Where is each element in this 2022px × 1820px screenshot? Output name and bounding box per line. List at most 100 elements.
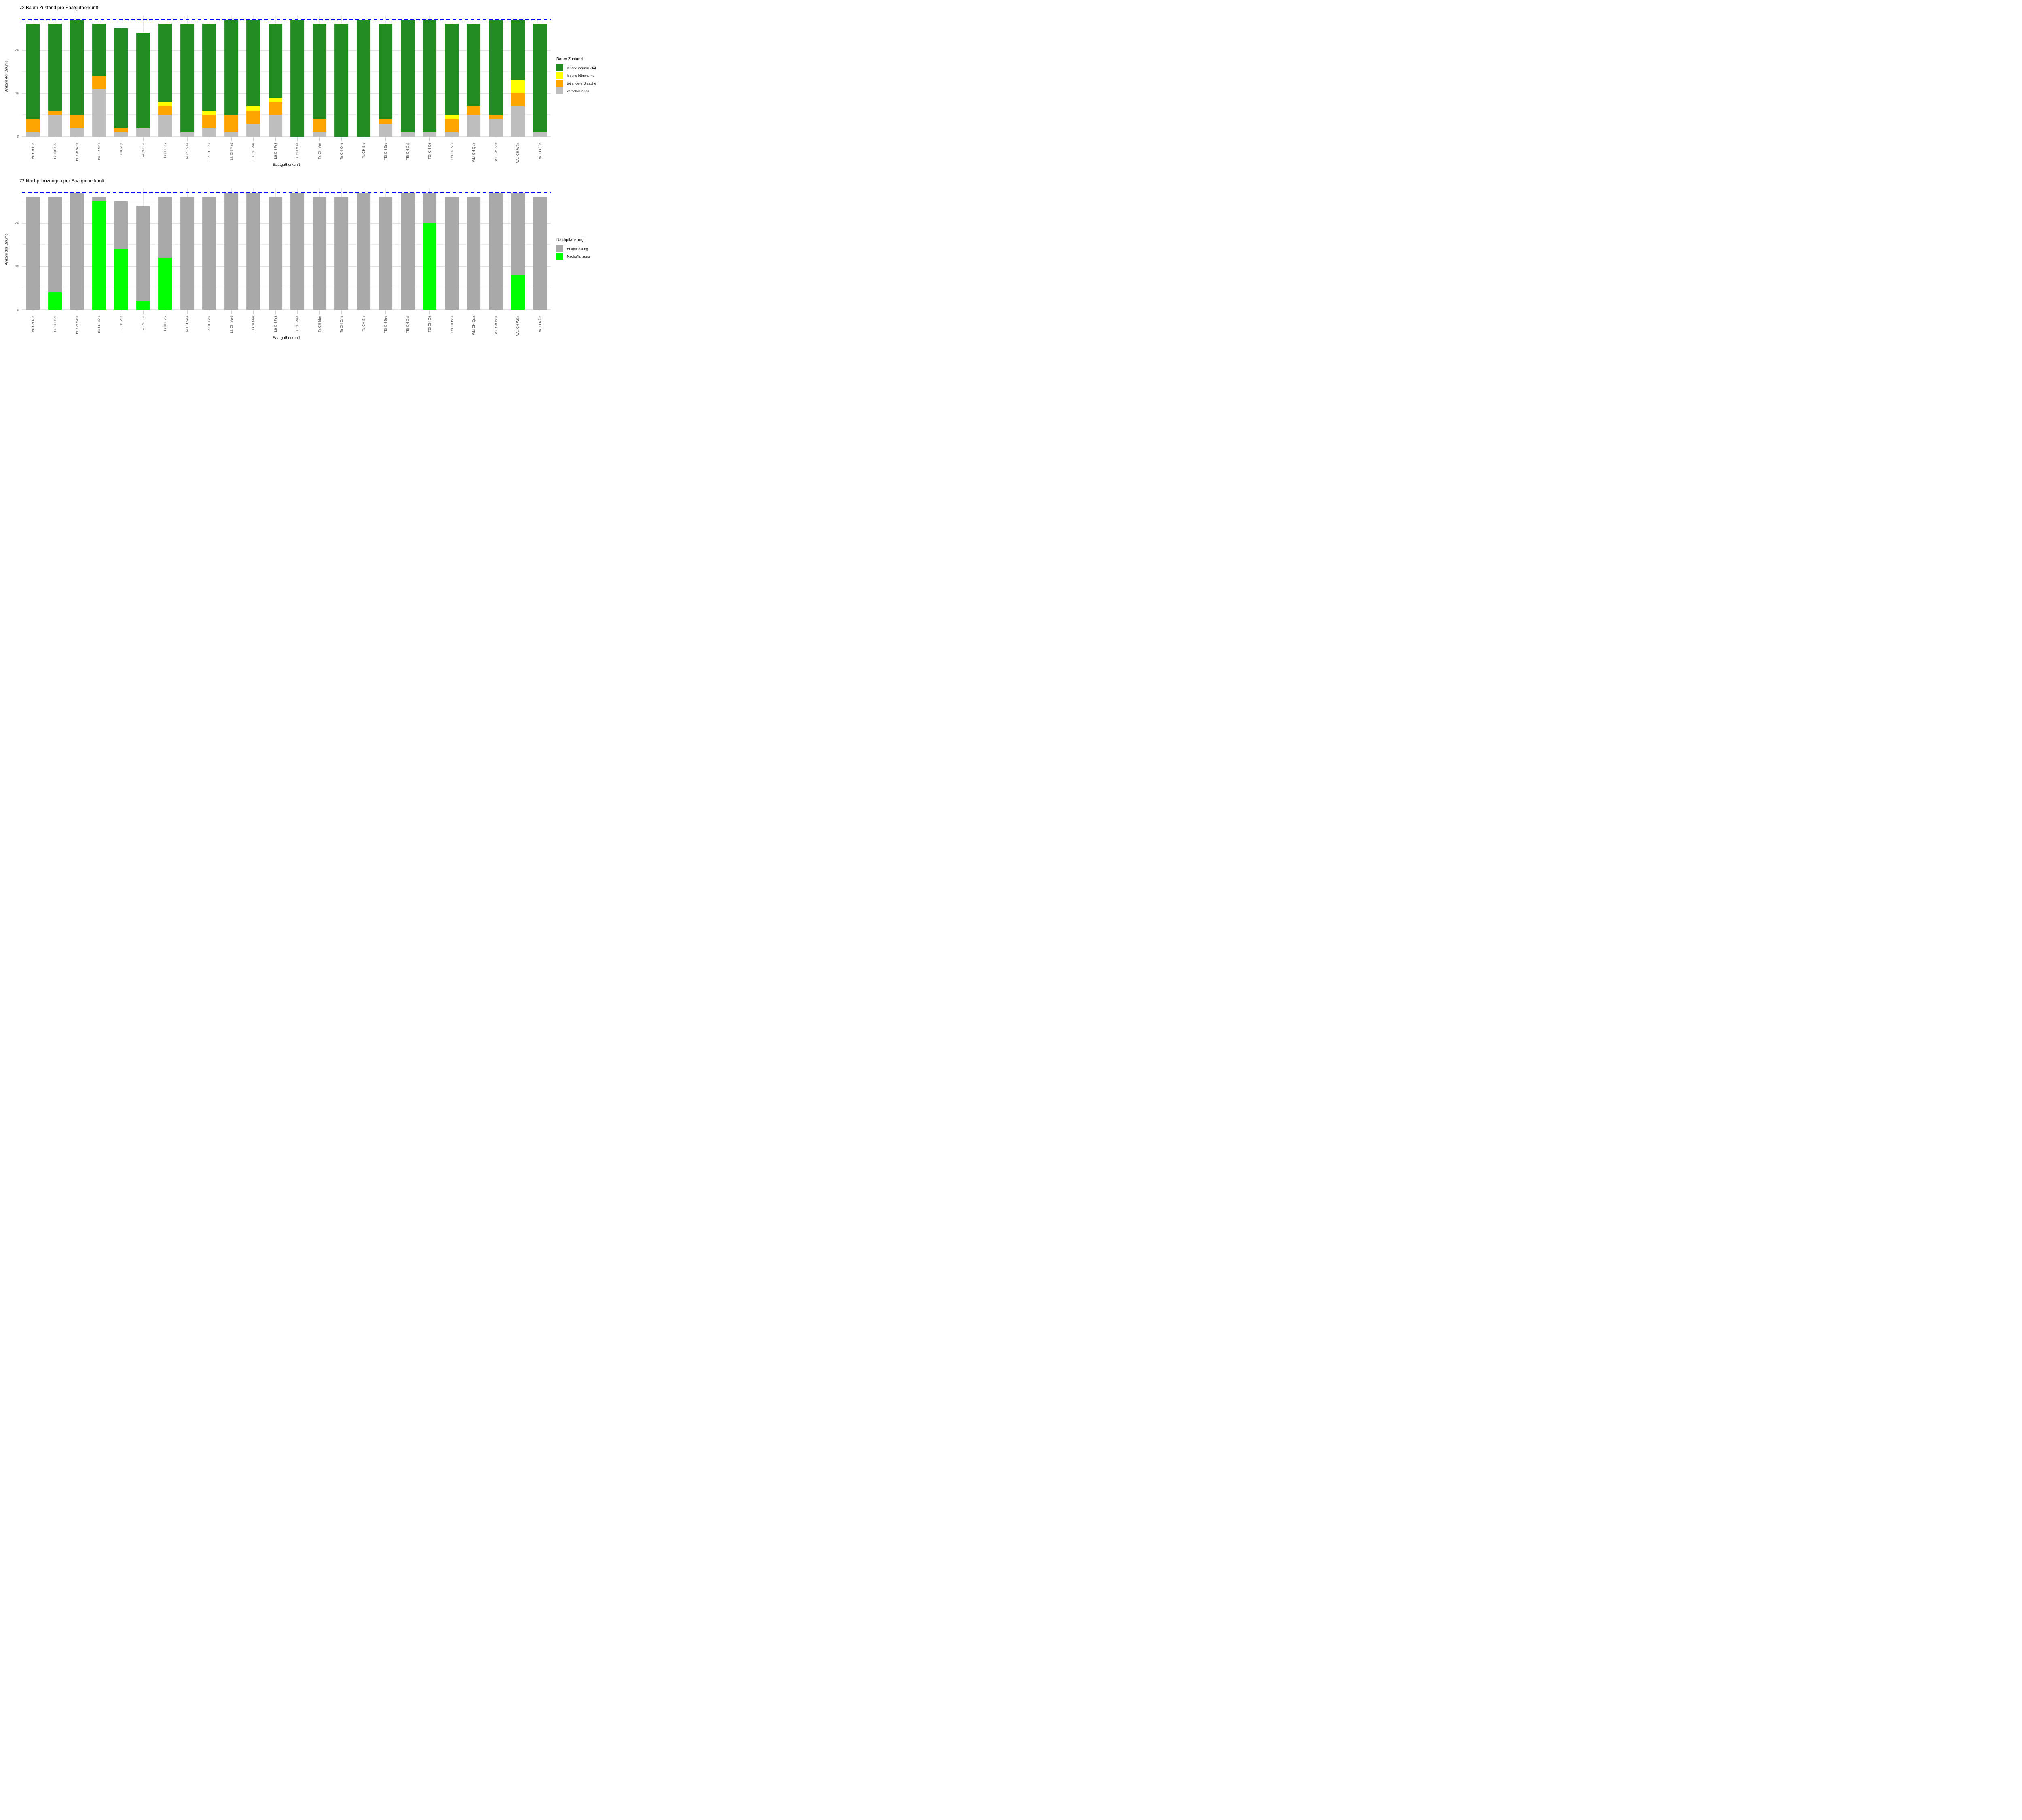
bar-segment — [114, 249, 128, 310]
legend-item: lebend kümmernd — [556, 72, 604, 79]
bar-segment — [379, 197, 393, 310]
bar — [533, 197, 547, 310]
x-tick-label: Bu CH Sai — [53, 143, 57, 159]
bar-segment — [114, 132, 128, 137]
x-tick-mark — [143, 137, 144, 141]
reference-line — [22, 19, 551, 21]
bar-segment — [202, 128, 216, 137]
x-tick-label: WLi CH Sch — [493, 316, 498, 335]
bar-segment — [467, 197, 481, 310]
bar — [246, 193, 260, 310]
bar — [312, 197, 326, 310]
bar — [290, 19, 305, 137]
bar-segment — [379, 119, 393, 124]
x-tick-label: TEi FR Bas — [449, 143, 454, 161]
bar — [26, 197, 40, 310]
legend-items: Erstpflanzung Nachpflanzung — [556, 245, 604, 260]
bar-segment — [400, 19, 415, 133]
bar-segment — [334, 24, 349, 137]
bar — [423, 19, 437, 137]
category-slot — [463, 15, 485, 141]
bar-segment — [136, 32, 150, 128]
bar-segment — [92, 197, 106, 202]
bar-segment — [467, 24, 481, 107]
category-slot — [507, 188, 529, 314]
x-tick-label: Lä CH Prä — [273, 143, 277, 159]
bar-segment — [114, 28, 128, 128]
category-slot — [242, 188, 264, 314]
bar-segment — [290, 19, 305, 137]
category-slot — [374, 188, 397, 314]
bar — [180, 24, 194, 137]
category-slot — [419, 15, 441, 141]
bar — [114, 201, 128, 310]
y-tick-label: 20 — [15, 48, 19, 52]
bar — [158, 24, 172, 137]
bar-segment — [136, 205, 150, 301]
bar-segment — [444, 132, 459, 137]
bar-segment — [224, 115, 238, 133]
legend-title: Baum Zustand — [556, 57, 583, 61]
x-tick-label: WLi CH Sch — [493, 143, 498, 162]
x-tick-label: Ta CH Sie — [361, 316, 366, 332]
x-tick-label: Fi CH Lav — [163, 143, 167, 158]
legend-key-swatch — [556, 72, 563, 79]
bar-segment — [158, 258, 172, 310]
bar-segment — [423, 19, 437, 133]
bar-segment — [533, 132, 547, 137]
x-tick-label: WLi CH Qua — [472, 143, 476, 162]
bar — [268, 24, 282, 137]
bar-segment — [202, 197, 216, 310]
x-tick-mark — [319, 310, 320, 314]
legend-item-label: Erstpflanzung — [567, 246, 588, 251]
x-tick-label: TEi CH Gal — [405, 143, 410, 160]
x-axis-title: Saatgutherkunft — [273, 163, 300, 167]
legend-item-label: verschwunden — [567, 89, 589, 93]
y-axis-title: Anzahl der Bäume — [4, 60, 9, 92]
bar-segment — [136, 301, 150, 310]
bar — [246, 19, 260, 137]
x-tick-label: Ta CH Mar — [317, 143, 321, 159]
legend-item-label: tot andere Ursache — [567, 81, 596, 85]
bar — [92, 24, 106, 137]
x-tick-mark — [297, 310, 298, 314]
category-slot — [463, 188, 485, 314]
category-slot — [132, 15, 154, 141]
bar-segment — [533, 197, 547, 310]
x-tick-label: TEi CH Gal — [405, 316, 410, 333]
bar-segment — [400, 132, 415, 137]
bar-segment — [246, 110, 260, 124]
bar-segment — [312, 119, 326, 133]
x-tick-label: TEi CH Olt — [427, 316, 431, 332]
bar-segment — [268, 97, 282, 102]
category-slot — [176, 15, 199, 141]
bar-segment — [511, 275, 525, 310]
chart-baum-zustand: 72 Baum Zustand pro Saatgutherkunft Anza… — [3, 6, 604, 168]
category-slot — [485, 188, 507, 314]
bar-segment — [224, 19, 238, 115]
x-tick-label: Lä CH Mad — [229, 143, 233, 160]
legend: Baum Zustand lebend normal vital lebend k… — [551, 15, 604, 137]
reference-line — [22, 192, 551, 194]
category-slot — [397, 188, 419, 314]
plot-area — [22, 188, 551, 314]
bar-segment — [92, 201, 106, 310]
category-slot — [353, 188, 375, 314]
bar-segment — [92, 24, 106, 76]
bar-segment — [158, 106, 172, 115]
category-slot — [110, 188, 132, 314]
category-slot — [132, 188, 154, 314]
bar — [467, 197, 481, 310]
category-slot — [220, 188, 243, 314]
x-tick-label: Ta CH Ons — [339, 316, 343, 333]
bar-segment — [224, 193, 238, 310]
x-tick-label: WLi CH Qua — [472, 316, 476, 335]
x-tick-label: Bu FR Mas — [97, 316, 101, 333]
bar — [511, 193, 525, 310]
category-slot — [154, 188, 176, 314]
bar-segment — [180, 197, 194, 310]
gridline-minor — [22, 71, 551, 72]
bar — [334, 24, 349, 137]
x-tick-label: Ta CH Mad — [295, 316, 299, 333]
bar — [48, 197, 62, 310]
